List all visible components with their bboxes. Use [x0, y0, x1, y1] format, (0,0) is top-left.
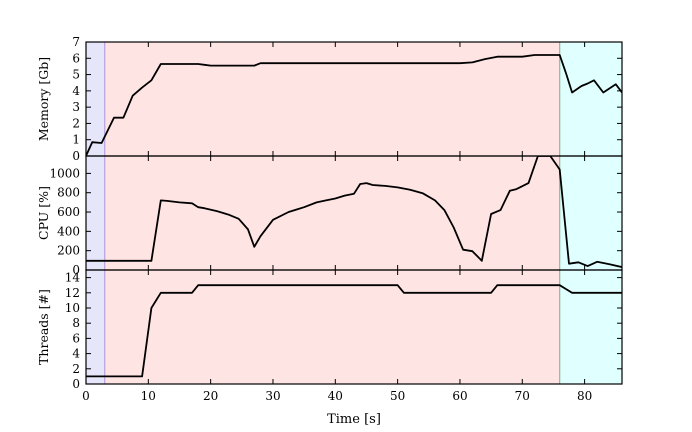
memory-series-line: [86, 54, 622, 156]
x-axis-label: Time [s]: [327, 412, 381, 427]
phase-band-1: [104, 42, 560, 384]
threads-y-tick-label: 8: [72, 316, 80, 330]
memory-y-tick-label: 0: [72, 149, 80, 163]
threads-y-tick-label: 0: [72, 377, 80, 391]
memory-y-axis-label: Memory [Gb]: [36, 57, 51, 141]
memory-y-tick-label: 6: [72, 51, 80, 65]
cpu-y-tick-label: 1000: [49, 166, 80, 180]
panel-frames: [85, 41, 623, 385]
threads-y-tick-label: 10: [65, 301, 80, 315]
memory-y-tick-label: 3: [72, 100, 80, 114]
threads-y-axis-label: Threads [#]: [36, 289, 51, 365]
cpu-y-tick-label: 0: [72, 263, 80, 277]
threads-y-tick-label: 14: [65, 271, 81, 285]
x-tick-label: 10: [141, 389, 156, 403]
x-tick-label: 50: [390, 389, 405, 403]
x-tick-label: 0: [82, 389, 90, 403]
cpu-y-tick-label: 800: [57, 186, 80, 200]
x-tick-label: 20: [203, 389, 218, 403]
phase-band-2: [559, 42, 622, 384]
cpu-y-axis-label: CPU [%]: [36, 186, 51, 240]
memory-y-tick-label: 4: [72, 84, 80, 98]
memory-y-tick-label: 1: [72, 133, 80, 147]
cpu-series-line: [86, 156, 622, 268]
threads-panel-frame: [85, 269, 623, 385]
threads-series-line: [86, 284, 622, 378]
memory-y-tick-label: 5: [72, 68, 80, 82]
x-tick-label: 60: [452, 389, 467, 403]
x-tick-label: 30: [265, 389, 280, 403]
threads-y-tick-label: 6: [72, 331, 80, 345]
x-tick-label: 80: [577, 389, 592, 403]
phase-band-0: [86, 42, 105, 384]
phase-backgrounds: [86, 42, 622, 384]
cpu-y-tick-label: 400: [57, 224, 80, 238]
threads-y-tick-label: 4: [72, 347, 80, 361]
threads-y-tick-label: 12: [65, 286, 80, 300]
memory-y-tick-label: 2: [72, 116, 80, 130]
x-tick-label: 40: [328, 389, 343, 403]
x-tick-label: 70: [515, 389, 530, 403]
cpu-y-tick-label: 600: [57, 205, 80, 219]
threads-y-tick-label: 2: [72, 362, 80, 376]
series-lines: [86, 54, 622, 378]
cpu-y-tick-label: 200: [57, 244, 80, 258]
memory-y-tick-label: 7: [72, 35, 80, 49]
